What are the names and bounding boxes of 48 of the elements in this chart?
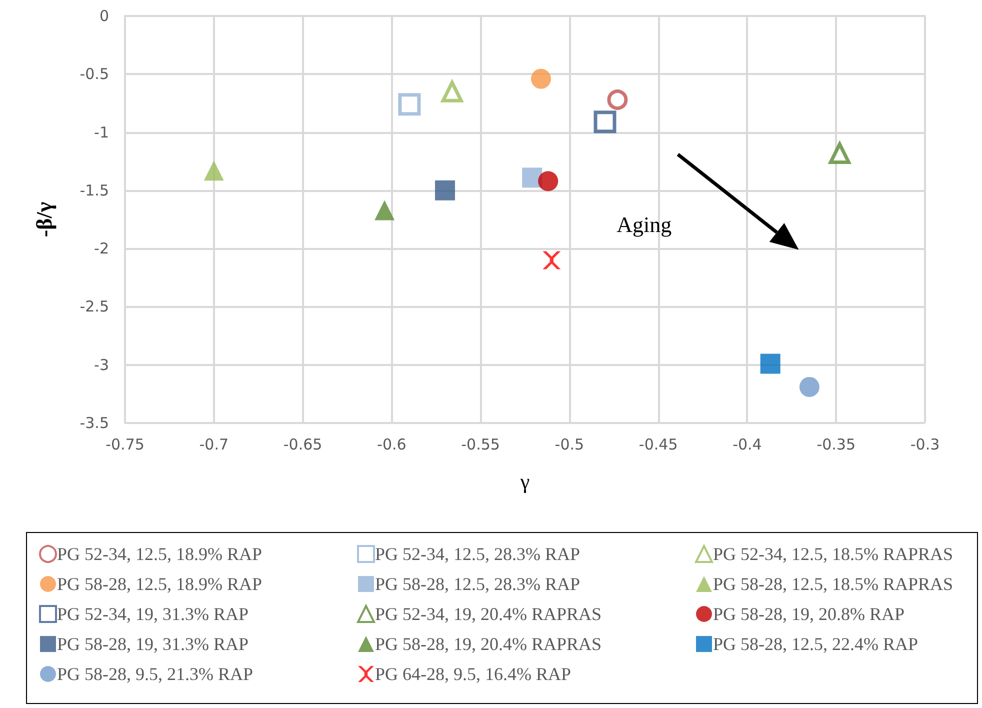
point (594, 110, 616, 134)
x-tick-label: -0.55 (461, 436, 500, 454)
y-tick-label: -3 (94, 356, 109, 374)
legend-label: PG 58-28, 19, 20.4% RAPRAS (375, 634, 602, 654)
point (374, 200, 395, 220)
legend-label: PG 58-28, 12.5, 28.3% RAP (375, 574, 580, 594)
y-axis-title: -β/γ (32, 202, 56, 238)
point (542, 251, 561, 270)
legend-label: PG 52-34, 12.5, 18.9% RAP (57, 544, 262, 564)
x-tick-label: -0.45 (638, 436, 678, 454)
annotation: Aging (616, 212, 672, 238)
x-axis-title: γ (519, 470, 530, 494)
y-tick-label: -3.5 (80, 414, 109, 432)
legend-label: PG 64-28, 9.5, 16.4% RAP (375, 664, 572, 684)
point (538, 171, 558, 192)
legend-label: PG 52-34, 19, 31.3% RAP (57, 604, 249, 624)
legend-label: PG 58-28, 12.5, 18.5% RAPRAS (713, 574, 954, 594)
y-tick-label: -0.5 (80, 65, 109, 84)
x-tick-label: -0.65 (283, 436, 322, 454)
point (204, 160, 224, 181)
point (441, 80, 463, 102)
y-tick-label: -1 (94, 123, 109, 142)
x-tick-label: -0.3 (910, 436, 940, 454)
legend-label: PG 58-28, 9.5, 21.3% RAP (57, 664, 254, 684)
legend-label: PG 58-28, 19, 20.8% RAP (713, 604, 905, 624)
x-tick-label: -0.4 (732, 436, 762, 454)
y-tick-label: -2.5 (80, 298, 109, 316)
y-tick-label: 0 (99, 7, 109, 25)
point (828, 142, 850, 164)
legend-label: PG 58-28, 12.5, 22.4% RAP (713, 634, 918, 654)
point (607, 89, 628, 110)
legend-label: PG 58-28, 12.5, 18.9% RAP (57, 574, 262, 594)
point (435, 180, 455, 200)
x-tick-label: -0.6 (377, 436, 406, 454)
point (531, 68, 551, 89)
x-tick-label: -0.75 (106, 436, 144, 454)
point (760, 354, 780, 374)
x-tick-label: -0.35 (816, 436, 856, 454)
legend-label: PG 52-34, 19, 20.4% RAPRAS (375, 604, 602, 624)
legend-label: PG 58-28, 19, 31.3% RAP (57, 634, 249, 654)
y-tick-label: -2 (94, 240, 109, 258)
legend-label: PG 52-34, 12.5, 28.3% RAP (375, 544, 580, 564)
x-tick-label: -0.5 (554, 436, 584, 454)
point (799, 376, 820, 397)
point (398, 93, 421, 116)
x-tick-label: -0.7 (199, 436, 229, 454)
y-tick-label: -1.5 (80, 181, 109, 200)
legend-label: PG 52-34, 12.5, 18.5% RAPRAS (713, 544, 954, 564)
